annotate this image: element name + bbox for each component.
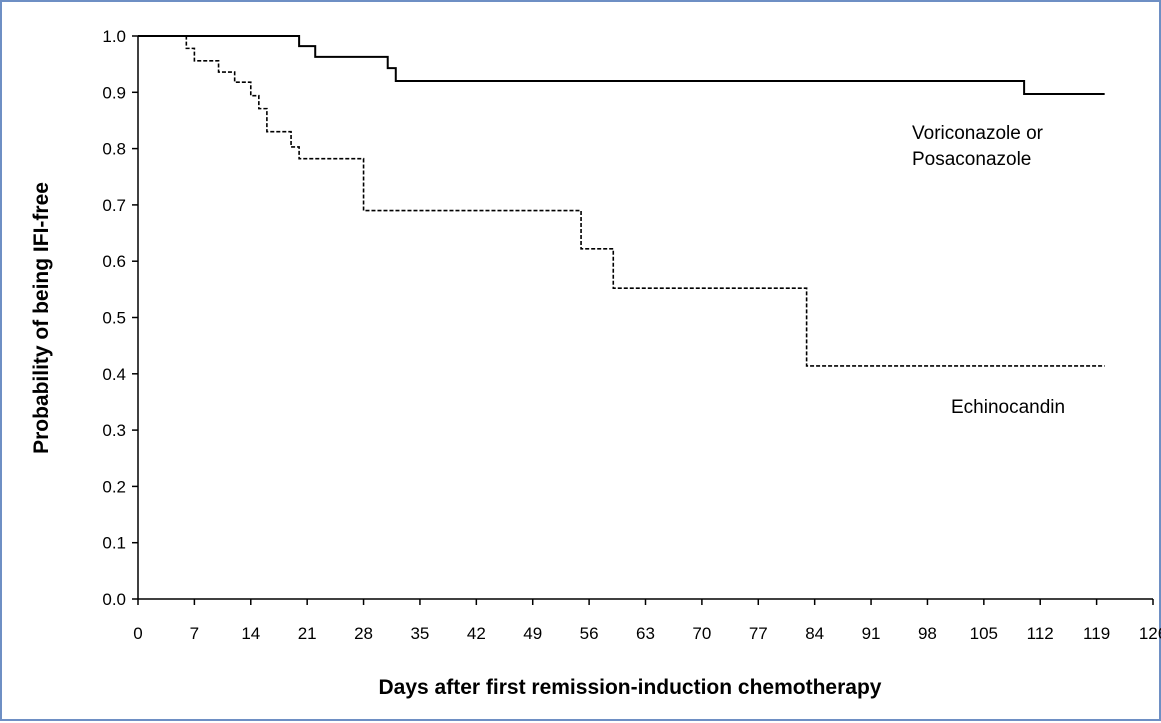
x-tick-label: 112 (1027, 624, 1054, 643)
x-tick-label: 91 (862, 624, 881, 643)
y-axis-ticks: 0.0 0.1 0.2 0.3 0.4 0.5 0.6 0.7 0.8 0.9 1.0 (102, 27, 138, 609)
y-tick-label: 0.6 (102, 252, 126, 271)
x-axis-title: Days after first remission-induction che… (379, 676, 882, 699)
y-tick-label: 0.0 (102, 590, 126, 609)
x-tick-label: 126 (1139, 624, 1161, 643)
x-tick-label: 84 (805, 624, 824, 643)
y-tick-label: 0.1 (102, 534, 126, 553)
series-label: Echinocandin (951, 397, 1065, 418)
x-tick-label: 35 (410, 624, 429, 643)
x-tick-label: 119 (1083, 624, 1110, 643)
x-tick-label: 14 (241, 624, 260, 643)
y-axis-title: Probability of being IFI-free (30, 182, 53, 454)
y-tick-label: 0.5 (102, 309, 126, 328)
x-tick-label: 77 (749, 624, 768, 643)
y-tick-label: 0.7 (102, 196, 126, 215)
x-axis-ticks: 0 7 14 21 28 35 42 49 56 63 70 77 84 91 98 105 112 119 126 (133, 599, 1161, 643)
x-tick-label: 70 (692, 624, 711, 643)
series-label: Voriconazole or (912, 123, 1044, 144)
series-lines (138, 35, 1105, 367)
y-tick-label: 0.8 (102, 140, 126, 159)
series-line-echinocandin (138, 35, 1105, 367)
y-tick-label: 0.9 (102, 83, 126, 102)
y-tick-label: 1.0 (102, 27, 126, 46)
x-tick-label: 42 (467, 624, 486, 643)
x-tick-label: 98 (918, 624, 937, 643)
x-tick-label: 63 (636, 624, 655, 643)
series-labels: Voriconazole or Posaconazole Echinocandin (912, 123, 1065, 418)
x-tick-label: 28 (354, 624, 373, 643)
x-tick-label: 21 (298, 624, 317, 643)
y-tick-label: 0.2 (102, 477, 126, 496)
series-label: Posaconazole (912, 149, 1031, 170)
x-tick-label: 7 (190, 624, 199, 643)
x-tick-label: 49 (523, 624, 542, 643)
x-tick-label: 105 (970, 624, 998, 643)
series-line-voriconazole-posaconazole (138, 35, 1105, 95)
x-tick-label: 0 (133, 624, 142, 643)
y-tick-label: 0.3 (102, 421, 126, 440)
axes (137, 36, 1153, 600)
x-tick-label: 56 (580, 624, 599, 643)
y-tick-label: 0.4 (102, 365, 126, 384)
